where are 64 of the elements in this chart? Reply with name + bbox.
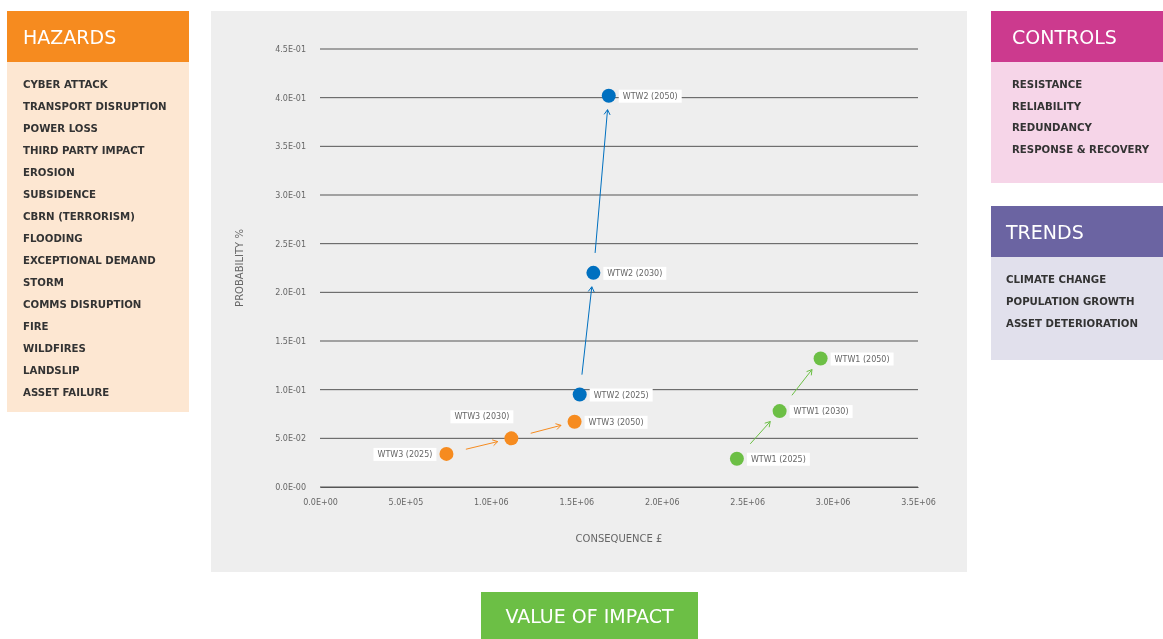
point — [601, 88, 616, 103]
text: RESISTANCE — [1012, 79, 1083, 90]
text: CONTROLS — [1012, 25, 1117, 48]
text: CLIMATE CHANGE — [1006, 274, 1107, 285]
text: FLOODING — [23, 233, 83, 244]
point — [586, 265, 601, 280]
y-tick-label: 3.0E-01 — [275, 191, 306, 201]
y-tick-label: 0.0E-00 — [275, 483, 306, 493]
text: HAZARDS — [23, 25, 117, 48]
text: CYBER ATTACK — [23, 79, 109, 90]
x-tick-label: 0.0E+00 — [303, 497, 338, 507]
y-tick-label: 2.0E-01 — [275, 288, 306, 298]
text: EXCEPTIONAL DEMAND — [23, 255, 156, 266]
text: TRANSPORT DISRUPTION — [23, 101, 167, 112]
annotation: WTW3 (2030) — [454, 412, 510, 422]
y-tick-label: 5.0E-02 — [275, 434, 306, 444]
x-tick-label: 2.5E+06 — [730, 497, 765, 507]
text: RESPONSE & RECOVERY — [1012, 143, 1150, 155]
x-tick-label: 3.5E+06 — [901, 497, 936, 507]
y-tick-label: 1.5E-01 — [275, 337, 306, 347]
x-tick-label: 5.0E+05 — [388, 497, 424, 507]
y-tick-label: 2.5E-01 — [275, 239, 306, 249]
y-tick-label: 4.5E-01 — [275, 45, 306, 55]
x-tick-label: 1.0E+06 — [474, 497, 509, 507]
text: REDUNDANCY — [1012, 122, 1093, 133]
text: CBRN (TERRORISM) — [23, 211, 135, 222]
annotation: WTW3 (2050) — [588, 417, 644, 427]
point — [572, 387, 587, 402]
point — [504, 431, 519, 446]
text: EROSION — [23, 167, 75, 178]
text: RELIABILITY — [1012, 100, 1082, 112]
annotation: WTW1 (2050) — [834, 354, 890, 364]
point — [729, 451, 744, 466]
text: THIRD PARTY IMPACT — [23, 145, 145, 156]
x-tick-label: 3.0E+06 — [815, 497, 851, 507]
y-tick-label: 3.5E-01 — [275, 142, 306, 152]
text: LANDSLIP — [23, 365, 80, 376]
text: COMMS DISRUPTION — [23, 299, 142, 310]
y-axis-title: PROBABILITY % — [234, 229, 245, 307]
y-tick-label: 4.0E-01 — [275, 93, 306, 103]
annotation: WTW2 (2030) — [607, 268, 663, 278]
annotation: WTW2 (2050) — [622, 91, 678, 101]
point — [567, 414, 582, 429]
text: SUBSIDENCE — [23, 189, 96, 200]
point — [813, 351, 828, 366]
x-axis-title: CONSEQUENCE £ — [575, 533, 663, 544]
x-tick-label: 1.5E+06 — [559, 497, 595, 507]
annotation: WTW2 (2025) — [593, 390, 649, 400]
text: VALUE OF IMPACT — [505, 604, 674, 627]
text: POWER LOSS — [23, 123, 98, 134]
annotation: WTW1 (2025) — [750, 454, 806, 464]
annotation: WTW1 (2030) — [793, 407, 849, 417]
point — [439, 446, 454, 461]
y-tick-label: 1.0E-01 — [275, 385, 306, 395]
annotation: WTW3 (2025) — [377, 449, 433, 459]
text: ASSET FAILURE — [23, 387, 110, 398]
text: WILDFIRES — [23, 343, 86, 354]
text: FIRE — [23, 321, 49, 332]
x-tick-label: 2.0E+06 — [644, 497, 680, 507]
point — [772, 404, 787, 419]
text: ASSET DETERIORATION — [1006, 318, 1139, 329]
text: TRENDS — [1005, 220, 1084, 243]
text: POPULATION GROWTH — [1006, 296, 1135, 307]
text: STORM — [23, 277, 64, 288]
